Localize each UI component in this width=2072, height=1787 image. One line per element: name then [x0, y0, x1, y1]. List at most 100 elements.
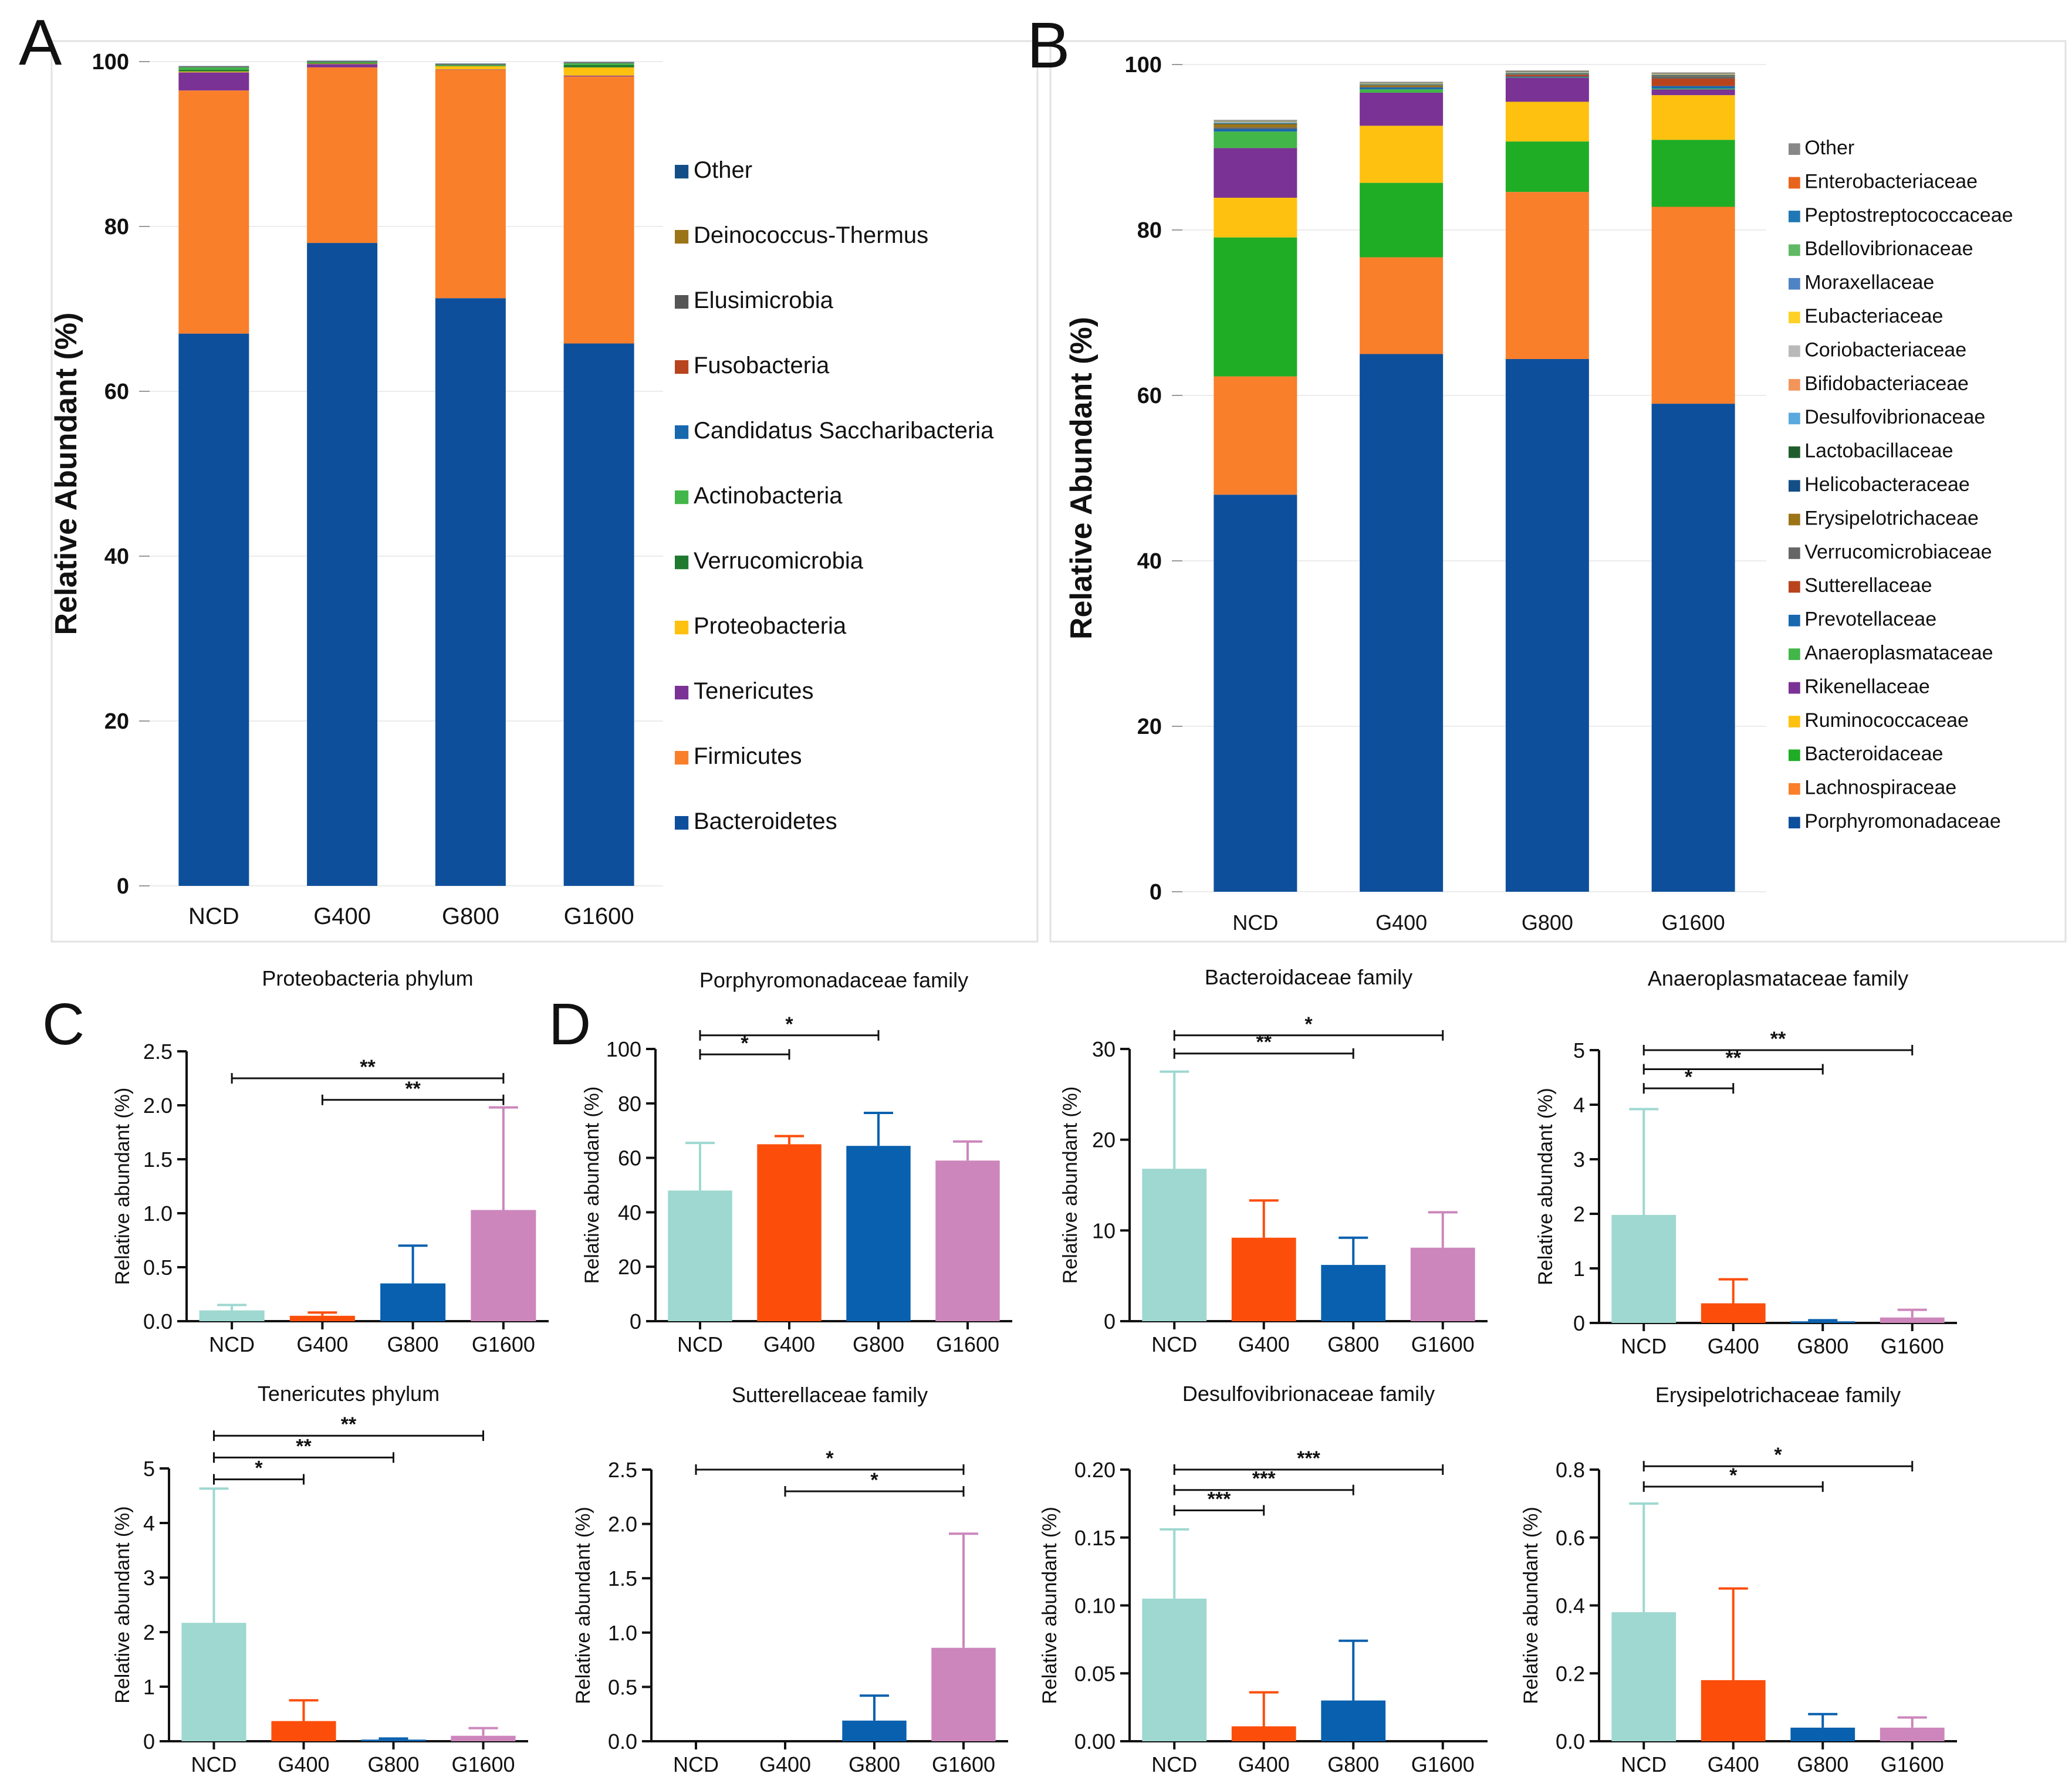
legend-swatch: [675, 490, 689, 505]
bar-segment-g800-3: [435, 66, 506, 70]
y-tick-label: 4: [143, 1511, 155, 1535]
bar-segment-g800-0: [435, 298, 506, 886]
bar-segment-ncd-0: [178, 333, 249, 886]
bar-ncd: [1611, 1612, 1676, 1741]
y-tick-label: 3: [143, 1566, 155, 1590]
x-tick-label: G1600: [1662, 911, 1725, 935]
y-tick-label: 20: [104, 709, 129, 734]
legend-swatch: [1789, 817, 1800, 829]
panel-letter-d: D: [549, 991, 591, 1057]
bar-ncd: [1142, 1598, 1207, 1741]
legend-label: Firmicutes: [694, 743, 802, 769]
legend-swatch: [1789, 143, 1800, 155]
y-tick-label: 60: [104, 380, 129, 404]
y-tick-label: 20: [1137, 715, 1162, 739]
y-tick-label: 1: [1573, 1257, 1585, 1281]
x-tick-label: NCD: [209, 1332, 255, 1356]
panel-letter-a: A: [19, 6, 62, 79]
legend-swatch: [1789, 749, 1800, 761]
legend-swatch: [675, 295, 689, 309]
stacked-chart-a: 0 20 40 60 80 100 NCD G400 G800 G1600 Relative Abu…: [49, 50, 994, 929]
bar-segment-g400-15: [1360, 83, 1444, 84]
sig-label: *: [1729, 1464, 1738, 1487]
sig-label: *: [870, 1469, 878, 1491]
bar-segment-g800-9: [435, 64, 506, 65]
sig-label: **: [360, 1056, 376, 1078]
y-tick-label: 0.8: [1556, 1458, 1585, 1482]
bar-segment-g400-5: [1360, 89, 1444, 93]
y-tick-label: 0.0: [143, 1309, 173, 1334]
x-tick-label: G800: [387, 1332, 439, 1356]
chart-title: Erysipelotrichaceae family: [1655, 1383, 1901, 1407]
bar-g400: [1701, 1303, 1766, 1323]
bar-segment-ncd-13: [1214, 122, 1297, 123]
bar-segment-g800-3: [1505, 101, 1589, 142]
y-tick-label: 2.5: [143, 1040, 173, 1064]
legend-label: Actinobacteria: [694, 483, 843, 509]
bar-segment-g400-10: [307, 60, 378, 62]
y-axis-label: Relative abundant (%): [1039, 1507, 1061, 1704]
chart-title: Porphyromonadaceae family: [699, 968, 968, 992]
sig-label: *: [1304, 1013, 1313, 1035]
y-tick-label: 0.0: [608, 1730, 637, 1754]
y-axis-label: Relative Abundant (%): [1064, 317, 1098, 639]
y-tick-label: 0.10: [1074, 1594, 1116, 1618]
bar-segment-g400-5: [307, 62, 378, 63]
bar-segment-g1600-8: [1651, 76, 1735, 79]
x-tick-label: G400: [313, 903, 371, 929]
bar-segment-g1600-5: [563, 63, 634, 65]
legend-label: Eubacteriaceae: [1804, 305, 1943, 327]
legend-swatch: [675, 360, 689, 374]
x-tick-label: G400: [763, 1332, 815, 1356]
bar-segment-g1600-15: [1651, 74, 1735, 75]
legend-swatch: [1789, 513, 1800, 526]
legend-label: Desulfovibrionaceae: [1804, 406, 1985, 428]
chart-title: Tenericutes phylum: [258, 1382, 440, 1406]
bar-g1600: [1880, 1317, 1945, 1323]
y-tick-label: 0.15: [1074, 1526, 1116, 1550]
chart-title: Proteobacteria phylum: [262, 966, 473, 990]
legend-swatch: [1789, 211, 1800, 222]
bar-segment-ncd-1: [178, 90, 249, 334]
y-tick-label: 30: [1092, 1037, 1116, 1061]
legend-label: Bdellovibrionaceae: [1804, 238, 1973, 260]
y-tick-label: 0.05: [1074, 1661, 1116, 1686]
bar-segment-g800-0: [1505, 358, 1589, 892]
x-tick-label: NCD: [1621, 1752, 1667, 1776]
legend-label: Lactobacillaceae: [1804, 440, 1953, 462]
bar-chart-d3: Anaeroplasmataceae family 0 1 2 3 4 5 NCD G400 G8…: [1534, 966, 1957, 1358]
chart-title: Bacteroidaceae family: [1205, 965, 1412, 989]
bar-g400: [1231, 1726, 1296, 1741]
sig-label: ***: [1208, 1488, 1231, 1510]
legend-label: Prevotellaceae: [1804, 608, 1936, 631]
legend-swatch: [675, 165, 689, 179]
y-axis-label: Relative Abundant (%): [49, 313, 83, 635]
y-tick-label: 80: [618, 1092, 641, 1116]
y-tick-label: 2.5: [608, 1458, 637, 1482]
legend-swatch: [1789, 446, 1800, 458]
legend-swatch: [1789, 345, 1800, 357]
legend-label: Proteobacteria: [694, 613, 847, 639]
sig-label: **: [1770, 1028, 1786, 1050]
bar-segment-ncd-10: [178, 66, 249, 67]
bar-segment-g400-4: [1360, 92, 1444, 126]
y-tick-label: 80: [104, 215, 129, 239]
bar-segment-g1600-16: [1651, 74, 1735, 75]
y-tick-label: 0: [1150, 880, 1162, 905]
bar-segment-g400-2: [307, 64, 378, 67]
y-axis-label: Relative abundant (%): [1520, 1507, 1542, 1704]
legend-swatch: [1789, 412, 1800, 425]
bar-g800: [846, 1146, 911, 1321]
legend-label: Other: [1804, 137, 1854, 159]
y-tick-label: 100: [92, 50, 129, 75]
bar-segment-g800-2: [435, 69, 506, 70]
bar-segment-ncd-2: [1214, 237, 1297, 377]
bar-segment-g800-4: [1505, 77, 1589, 102]
y-tick-label: 0: [630, 1309, 641, 1334]
legend-label: Enterobacteriaceae: [1804, 170, 1978, 192]
x-tick-label: G1600: [1411, 1752, 1475, 1776]
bar-chart-d2: Bacteroidaceae family 0 10 20 30 NCD G400 G800 G…: [1059, 965, 1488, 1356]
bar-chart-c2: Tenericutes phylum 0 1 2 3 4 5 NCD G400 G800 G1600…: [111, 1382, 528, 1776]
legend-swatch: [675, 556, 689, 570]
